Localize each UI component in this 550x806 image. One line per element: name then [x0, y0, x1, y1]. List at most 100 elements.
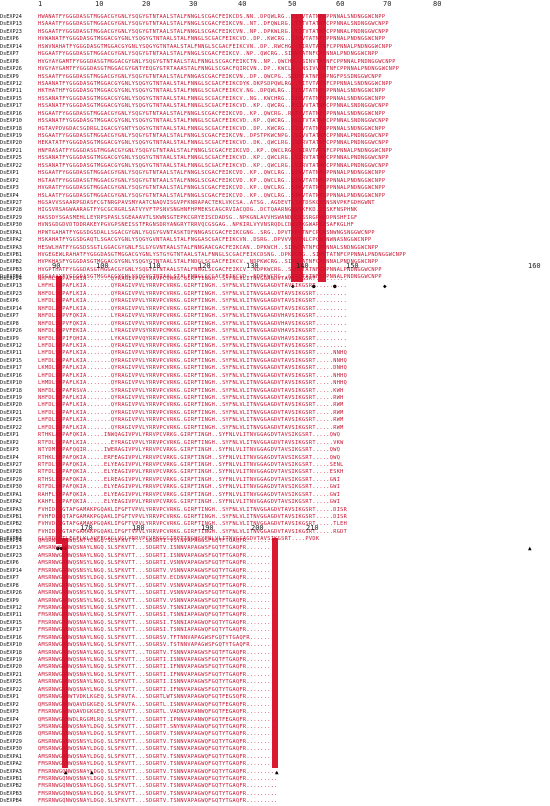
sequence-name: DsEXP29: [0, 476, 22, 483]
sequence-row: LHFDLSQPAFLKIA.......QYRAGIVPVLYRRVPCVRK…: [38, 424, 344, 431]
sequence-row: HSGAATFYGGGDASGTMGGACGYGNLYSQGYGTNTAALST…: [38, 170, 386, 177]
sequence-row: HSSAATFYGGGDASGTMGGACGYGNLYSQGYGTNTAALST…: [38, 73, 382, 80]
sequence-row: LHFDLSKPAFLKIA.......QYRAGIVPVLYRRVPCVRK…: [38, 372, 348, 379]
site-marker: ▲: [90, 769, 94, 776]
sequence-name: DsEXP11: [0, 350, 22, 357]
sequence-name: DsEXP14: [0, 305, 22, 312]
sequence-row: FMSRNWGQNWQSNAYLDGQ.SLSFKVTT...SDGRTV.TS…: [38, 783, 278, 790]
site-marker: ●: [333, 283, 337, 290]
sequence-name: DsEXP26: [0, 66, 22, 73]
sequence-row: HASSDYSGASMEHLLEYRPSPASLSGEAAAVTLSKWNSGT…: [38, 214, 358, 221]
sequence-name: DsEXP28: [0, 207, 22, 214]
sequence-name: DsEXP7: [0, 575, 19, 582]
sequence-row: RTFDLSKPAFQKIA.....ELYEAGIVPVLYRRVPCVRKG…: [38, 469, 344, 476]
sequence-names-1: DsEXP24 DsEXP13 DsEXP23 DsEXP6 DsEXP14 DsEXP7…: [0, 14, 36, 282]
sequence-row: HSSANATFYGGGDASGTMGGACGYGNLYSQGYGTNTAALS…: [38, 162, 389, 169]
sequence-name: DsEXP27: [0, 461, 22, 468]
site-marker: ●●●: [56, 545, 67, 553]
sequence-name: DsEXP9: [0, 597, 19, 604]
ruler-position-label: 120: [198, 262, 211, 270]
sequence-name: DsEXP22: [0, 424, 22, 431]
sequence-row: AMSRNWGQNWQSNSYLNGQ.SLSFKVTT...SDGRTV.VS…: [38, 582, 278, 589]
sequence-row: LHFDLSQPAFLKIA.......QYRAGIVPVLYRRVPCVRK…: [38, 409, 344, 416]
sequence-name: DsEXPB3: [0, 790, 22, 797]
sequence-name: DsEXP19: [0, 133, 22, 139]
sequence-row: HSSANATFYGGGDASGTMGGACGYGNLYSQGYGTNTAALS…: [38, 95, 386, 102]
sequence-name: DsEXPA2: [0, 761, 22, 768]
conserved-column: [291, 14, 303, 282]
sequence-name: DsEXP21: [0, 671, 22, 678]
sequence-row: RTHKLSKPAFQKIA.....ERFEAGIVPVLYRRVPCVRKG…: [38, 454, 341, 461]
sequence-name: DsEXP12: [0, 80, 22, 87]
sequence-name: DsEXP23: [0, 290, 22, 297]
sequence-row: AMSRNWGQNWQSNAYLNGQ.SLSFKVTT...SDGRTI.IS…: [38, 552, 278, 559]
sequence-row: LHFDLSKPAFLKIA.......QYRAGIVPVLYRRVPCVRK…: [38, 342, 348, 349]
sequence-name: DsEXP6: [0, 36, 19, 43]
sequence-name: DsEXP25: [0, 679, 22, 686]
sequence-row: AMSRNWGQNWQSNAYLNGQ.SLSFKVTT...TDGRTV.TS…: [38, 649, 278, 656]
sequence-row: FMSRNWGQNWQSNAYLNGQ.SLSFKVTT...SDGRSI.TS…: [38, 619, 278, 626]
sequence-name: DsEXP30: [0, 222, 22, 229]
sequence-name: DsEXP9: [0, 73, 19, 80]
sequence-row: HVGYAYGAMTFYGGGDASGTMGGACGYGNLYSQGYGTNTA…: [38, 58, 396, 65]
sequence-name: DsEXP25: [0, 155, 22, 162]
sequence-row: HSGAATFYGGGDASGTMGGACGYGNLYSQGYGTNTAALST…: [38, 110, 386, 117]
sequence-name: DsEXP22: [0, 686, 22, 693]
sequence-name: DsEXP6: [0, 560, 19, 567]
sequence-row: SMSRNWGQNWQSNAYLDGQ.SLSFKVTT...SDGRTT.SN…: [38, 723, 278, 730]
sequence-name: DsEXP2: [0, 439, 19, 446]
ruler-position-label: 1: [38, 0, 43, 8]
sequence-name: DsEXP1: [0, 694, 19, 701]
sequence-row: HNFRASATFYGGGDASGTMGGACGYGNLYSQGYGTNTAAL…: [38, 147, 393, 154]
sequence-row: HSAANATFYGGGDASGTMGGACGYGNLYSQGYGTNTAALS…: [38, 80, 393, 87]
sequence-name: DsEXP17: [0, 103, 22, 110]
sequence-row: QMSRNWGQNWQSNAYLDGQ.SLSFKVTT...SDGRTV.TS…: [38, 746, 278, 753]
site-marker: ▲: [528, 545, 532, 552]
ruler-position-label: 110: [148, 262, 161, 270]
sequence-name: DsEXP4: [0, 454, 19, 461]
sequence-name: DsEXP26: [0, 328, 22, 335]
sequence-name: DsEXPB4: [0, 536, 22, 543]
sequence-row: NHFHLSQPAFLKIA.......QYRAGIVPVLYRRVPCVRK…: [38, 276, 348, 282]
sequence-row: FMSRNWGQNWQSNAYLDGQ.SLSFKVTT...SDGRTV.TS…: [38, 768, 278, 775]
sequence-row: AMSRNWGQNWQSNSYLNGQ.SLSFKVTT...SDGRTV.VS…: [38, 597, 278, 604]
sequence-row: RTHSLSKPAFQKIA.....ELREAGIVPVLYRRVPCVRKG…: [38, 476, 341, 483]
ruler-position-label: 170: [80, 524, 93, 532]
sequence-row: FVHIDLSGTAFGAMAKPGQAKLIFGFTVPVLYRRVPCVRK…: [38, 506, 348, 513]
sequence-row: AMSRNWGQNWQSNSYLDGQ.SLSFKVTT...SDGRTV.EC…: [38, 575, 278, 582]
sequence-name: DsEXPB3: [0, 266, 22, 273]
sequence-name: DsEXP18: [0, 387, 22, 394]
sequence-name: DsEXP8: [0, 320, 19, 327]
ruler-position-label: 30: [189, 0, 198, 8]
sequences-3: QMSRNWGQNWQSNTYLNGQ.SLSFKVTT...SDGRTI.VS…: [38, 538, 546, 806]
sequence-name: DsEXP25: [0, 417, 22, 424]
sequence-row: LHFDLSKPAFLKIA.......QYRAGIVPVLYRRVPCVRK…: [38, 350, 348, 357]
sequence-row: HIGSVRSAGWAARAGTFYGCGCRGRLSATVYVFTPSNVSN…: [38, 207, 358, 214]
sequence-name: DsEXP3: [0, 447, 19, 454]
sequence-row: KAHFLSKPAFQKIA.....ELYEAGIVPVLYRRVPCVRKG…: [38, 499, 341, 506]
sequence-name: DsEXPB1: [0, 514, 22, 520]
sequence-row: HPWTGAHATFYGGSDGSDALLSGACGYGNLYGQGYGVNTA…: [38, 229, 375, 236]
sequence-name: DsEXPB1: [0, 252, 22, 258]
sequence-name: DsEXP10: [0, 380, 22, 387]
sequence-name: DsEXP4: [0, 716, 19, 723]
sequence-row: HGSAVVSSAARPGDASFCGTNRGPAVSMYAATCNAQVISG…: [38, 199, 375, 206]
ruler-position-label: 160: [528, 262, 541, 270]
sequence-row: AMSRNWGQNWQSNAYLNGQ.SLSFKVTT...SDGRTI.IF…: [38, 671, 278, 678]
sequence-name: DsEXP11: [0, 88, 22, 95]
ruler-position-label: 90: [52, 262, 61, 270]
sequence-name: DsEXP17: [0, 365, 22, 372]
sequence-name: DsEXP17: [0, 627, 22, 634]
sequence-row: NHFDLSQPVFQKIA.......LYRAGIVPVLYRRVPCVRK…: [38, 313, 348, 320]
sequence-name: DsEXP2: [0, 701, 19, 708]
sequence-name: DsEXPA1: [0, 229, 22, 236]
sequence-row: LHFDLSQPAFLKIA.......QYRAGIVPVLYRRVPCVRK…: [38, 298, 348, 305]
sequence-name: DsEXP28: [0, 731, 22, 738]
sequence-row: FMSRNWGQNWQSNAYLNGQ.SLSFKVTT...SDGRSV.TF…: [38, 634, 278, 641]
sequence-row: RTFDLSKPAFQKIA.....ELYEAGIVPVLYRRVPCVRKG…: [38, 461, 344, 468]
sequence-row: HSAAATFYGGGDASGTMGGACGYGNLYSQGYGTNTAALST…: [38, 21, 389, 28]
sequence-row: RTHKLAQPAFQKIA.....INWQAGIVPVLYRRVPCVRKG…: [38, 432, 341, 439]
sequence-name: DsEXPB3: [0, 528, 22, 535]
sequence-row: NHFDLSQPAFLKIA.......QYRAGIVPVLYRRVPCVRK…: [38, 290, 348, 297]
sequence-name: DsEXP30: [0, 746, 22, 753]
